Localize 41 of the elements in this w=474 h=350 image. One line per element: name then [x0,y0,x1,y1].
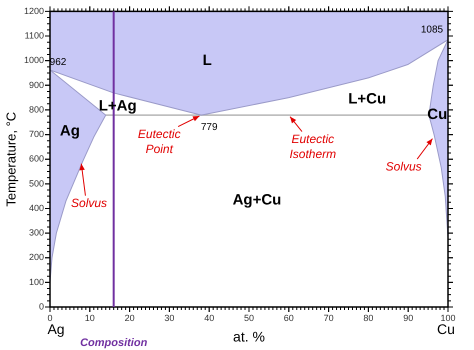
annotation: Eutectic Point [138,126,181,156]
text: Ag [47,320,65,337]
y-tick-label: 1200 [24,6,44,16]
x-tick-label: 100 [440,312,456,323]
x-tick-label: 60 [284,312,294,323]
x-tick-label: 10 [84,312,95,323]
y-tick-label: 500 [28,178,44,188]
x-tick-label: 30 [164,312,174,323]
y-tick-label: 1000 [24,55,44,66]
annotation: Eutectic Isotherm [289,132,336,161]
y-tick-label: 600 [28,154,44,164]
y-tick-label: 400 [28,202,44,213]
x-tick-label: 40 [204,312,214,323]
annotation: 962 [50,56,67,68]
x-tick-label: 90 [403,312,414,323]
annotation: Ag+Cu [232,192,282,209]
y-tick-label: 800 [28,104,44,114]
x-tick-label: 50 [244,312,254,323]
y-tick-label: 700 [28,129,44,140]
x-tick-label: 0 [47,312,53,323]
annotation: Ag [60,122,80,140]
annotation: Solvus [71,196,108,210]
annotation: Cu [427,106,448,123]
annotation: L+Cu [348,90,386,108]
y-tick-label: 0 [38,301,44,312]
y-tick-label: 200 [28,252,44,262]
x-tick-label: 70 [324,312,334,323]
annotation: 779 [200,122,218,133]
y-tick-label: 100 [28,276,44,287]
x-axis-title: at. % [233,328,265,344]
y-tick-label: 300 [28,228,44,238]
annotation: 1085 [420,24,444,36]
ref-line-label: Composition [80,337,148,350]
annotation: Solvus [386,159,422,174]
y-tick-label: 1100 [24,30,44,41]
x-tick-label: 20 [124,312,135,323]
x-tick-label: 80 [363,312,374,323]
y-tick-label: 900 [28,80,44,90]
text: Cu [437,320,455,337]
annotation: L [202,52,212,70]
y-axis-title: Temperature, °C [3,112,18,207]
